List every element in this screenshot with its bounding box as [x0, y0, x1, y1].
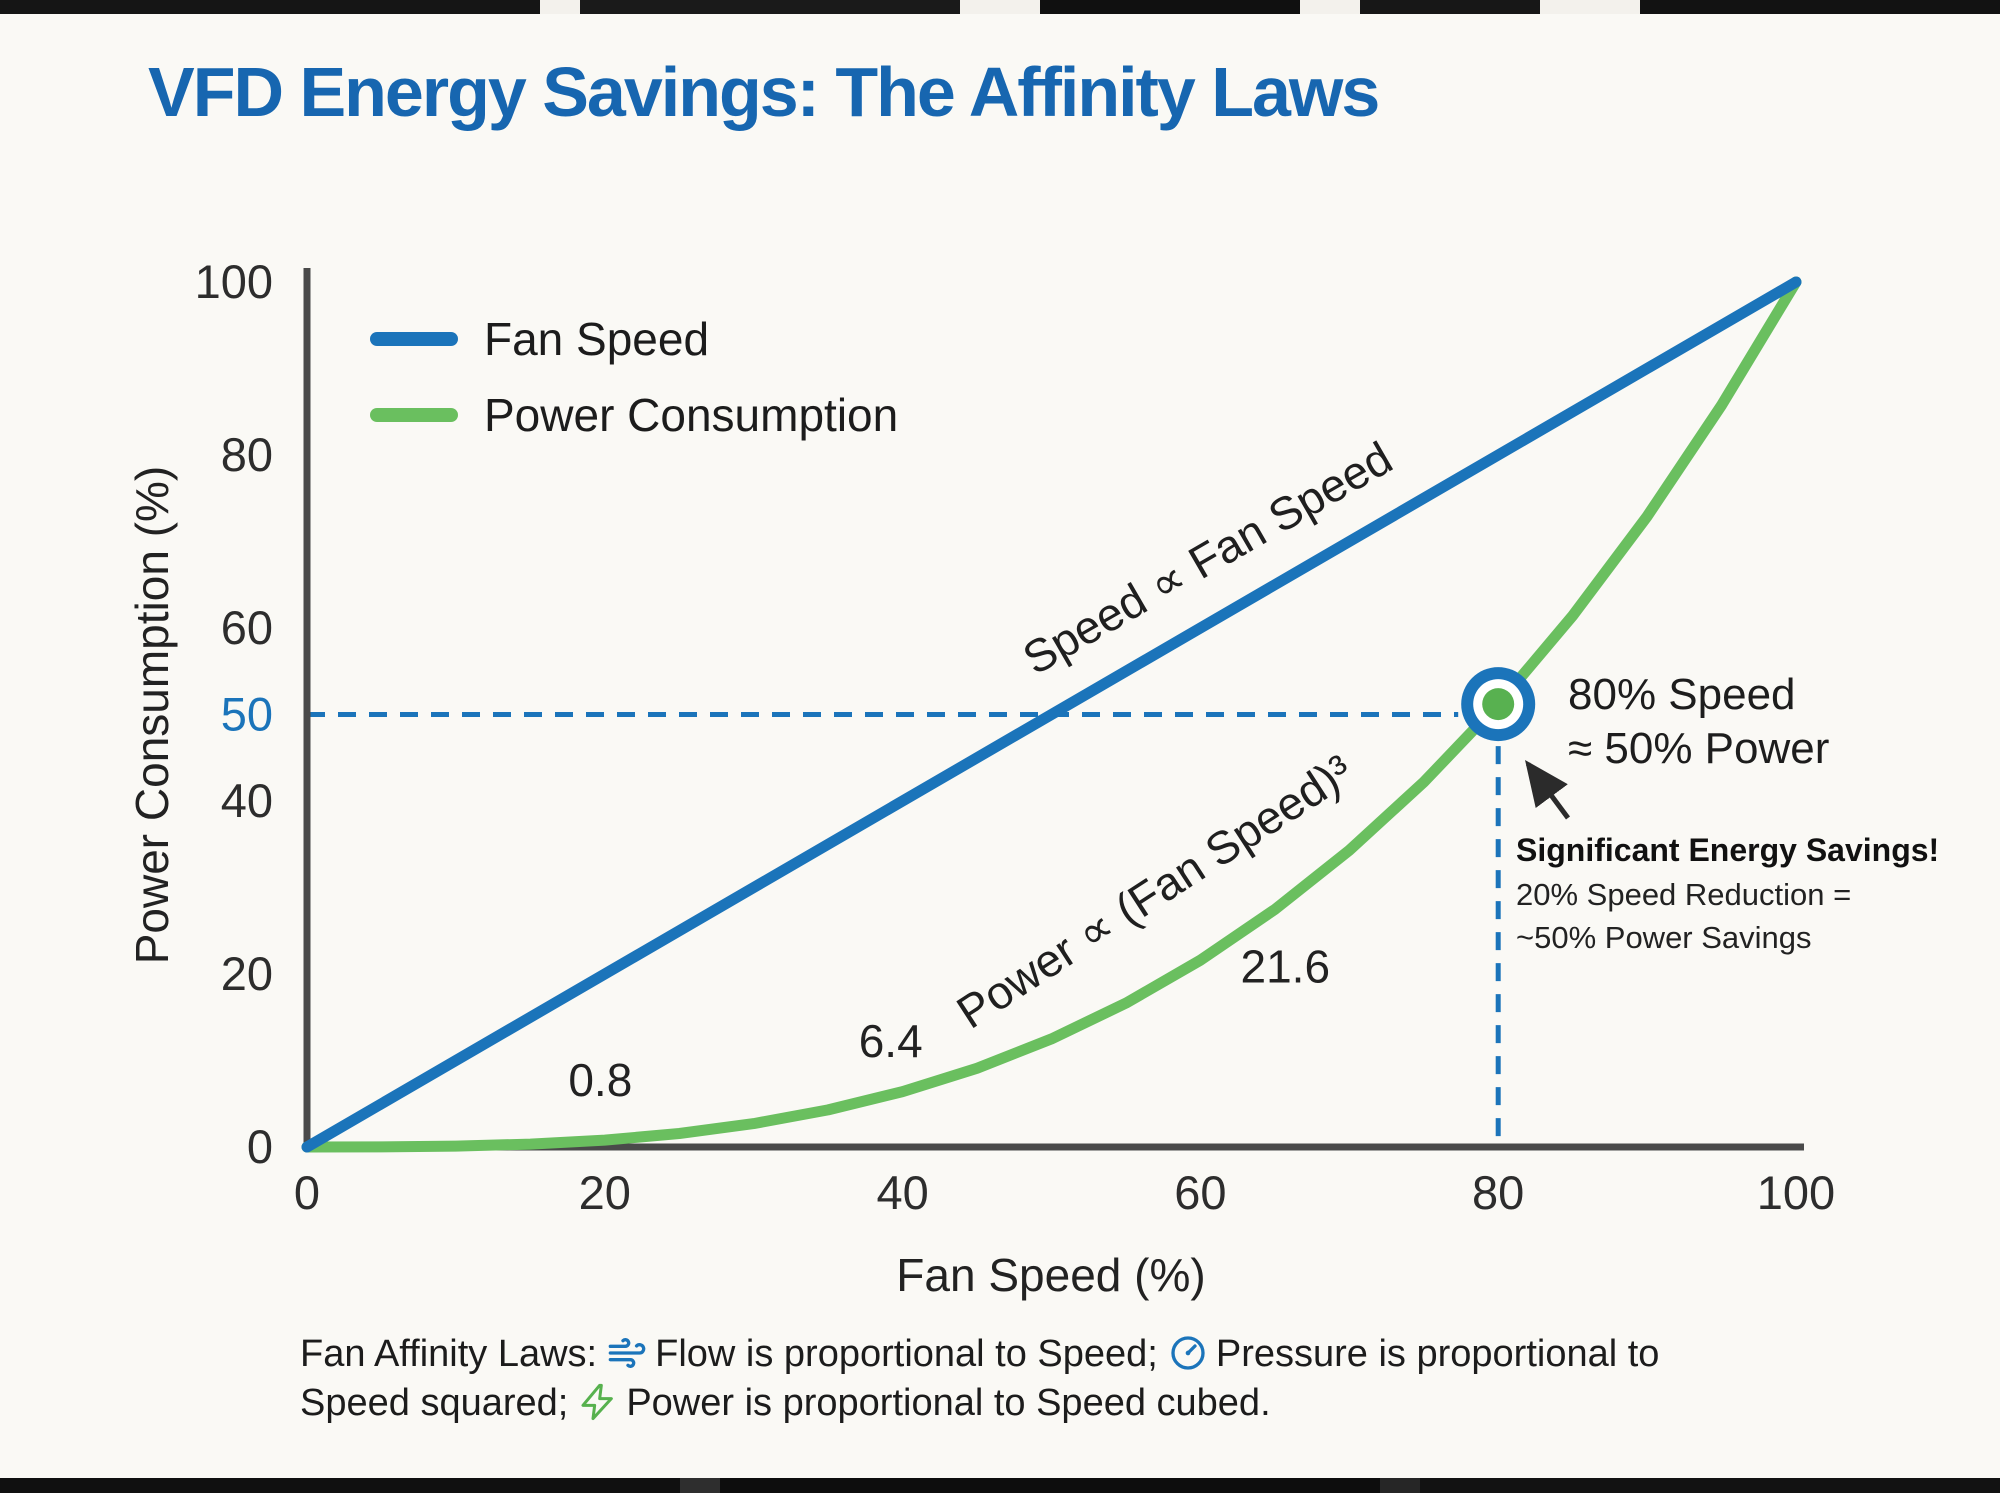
x-tick-label: 0	[294, 1166, 320, 1219]
curve-label-0: Speed ∝ Fan Speed	[1014, 431, 1401, 684]
energy-savings-callout: Significant Energy Savings! 20% Speed Re…	[1516, 828, 1939, 960]
point-annotation-line1: 80% Speed	[1568, 670, 1796, 719]
chart-legend: Fan Speed Power Consumption	[370, 312, 898, 464]
y-tick-label: 20	[221, 947, 273, 1000]
y-tick-label: 40	[221, 774, 273, 827]
legend-label-power-consumption: Power Consumption	[484, 389, 899, 441]
fan-speed-swatch	[370, 332, 458, 346]
y-tick-label-highlight: 50	[221, 688, 273, 741]
x-tick-label: 40	[876, 1166, 928, 1219]
scan-artifact-bottom	[0, 1478, 2000, 1493]
highlight-point-annotation: 80% Speed ≈ 50% Power	[1568, 668, 1829, 775]
y-tick-label: 60	[221, 601, 273, 654]
x-axis-title: Fan Speed (%)	[896, 1249, 1206, 1301]
footer-flow-text: Flow is proportional to Speed;	[655, 1333, 1158, 1375]
page-title: VFD Energy Savings: The Affinity Laws	[148, 53, 1380, 131]
highlight-point-dot	[1482, 688, 1515, 721]
callout-arrow	[1525, 759, 1571, 820]
legend-label-fan-speed: Fan Speed	[484, 313, 710, 365]
data-label: 21.6	[1241, 941, 1331, 993]
data-label: 0.8	[568, 1054, 632, 1106]
x-tick-label: 20	[579, 1166, 631, 1219]
wind-icon	[608, 1338, 646, 1368]
series-line-power-consumption	[301, 276, 1802, 1153]
legend-item-fan-speed: Fan Speed	[370, 312, 898, 366]
x-tick-label: 100	[1757, 1166, 1835, 1219]
footer-prefix: Fan Affinity Laws:	[300, 1333, 598, 1375]
footer-power-text: Power is proportional to Speed cubed.	[626, 1382, 1271, 1425]
point-annotation-line2: ≈ 50% Power	[1568, 723, 1830, 773]
footer-pressure-text: Pressure is proportional to Speed square…	[300, 1333, 1660, 1425]
power-consumption-swatch	[370, 408, 458, 422]
y-tick-label: 100	[195, 255, 273, 308]
y-axis-title: Power Consumption (%)	[126, 465, 178, 965]
data-label: 6.4	[859, 1015, 923, 1067]
callout-line1: 20% Speed Reduction =	[1516, 876, 1852, 912]
callout-title: Significant Energy Savings!	[1516, 832, 1940, 868]
legend-item-power-consumption: Power Consumption	[370, 388, 898, 442]
x-tick-label: 80	[1472, 1166, 1524, 1219]
y-tick-label: 0	[247, 1120, 273, 1173]
footer-note: Fan Affinity Laws: Flow is proportional t…	[300, 1330, 1745, 1429]
gauge-icon	[1171, 1336, 1205, 1370]
scan-artifact-top	[0, 0, 2000, 14]
x-tick-label: 60	[1174, 1166, 1226, 1219]
lightning-icon	[581, 1384, 614, 1421]
y-tick-label: 80	[221, 428, 273, 481]
callout-line2: ~50% Power Savings	[1516, 920, 1812, 956]
series-line-fan-speed	[301, 276, 1802, 1153]
